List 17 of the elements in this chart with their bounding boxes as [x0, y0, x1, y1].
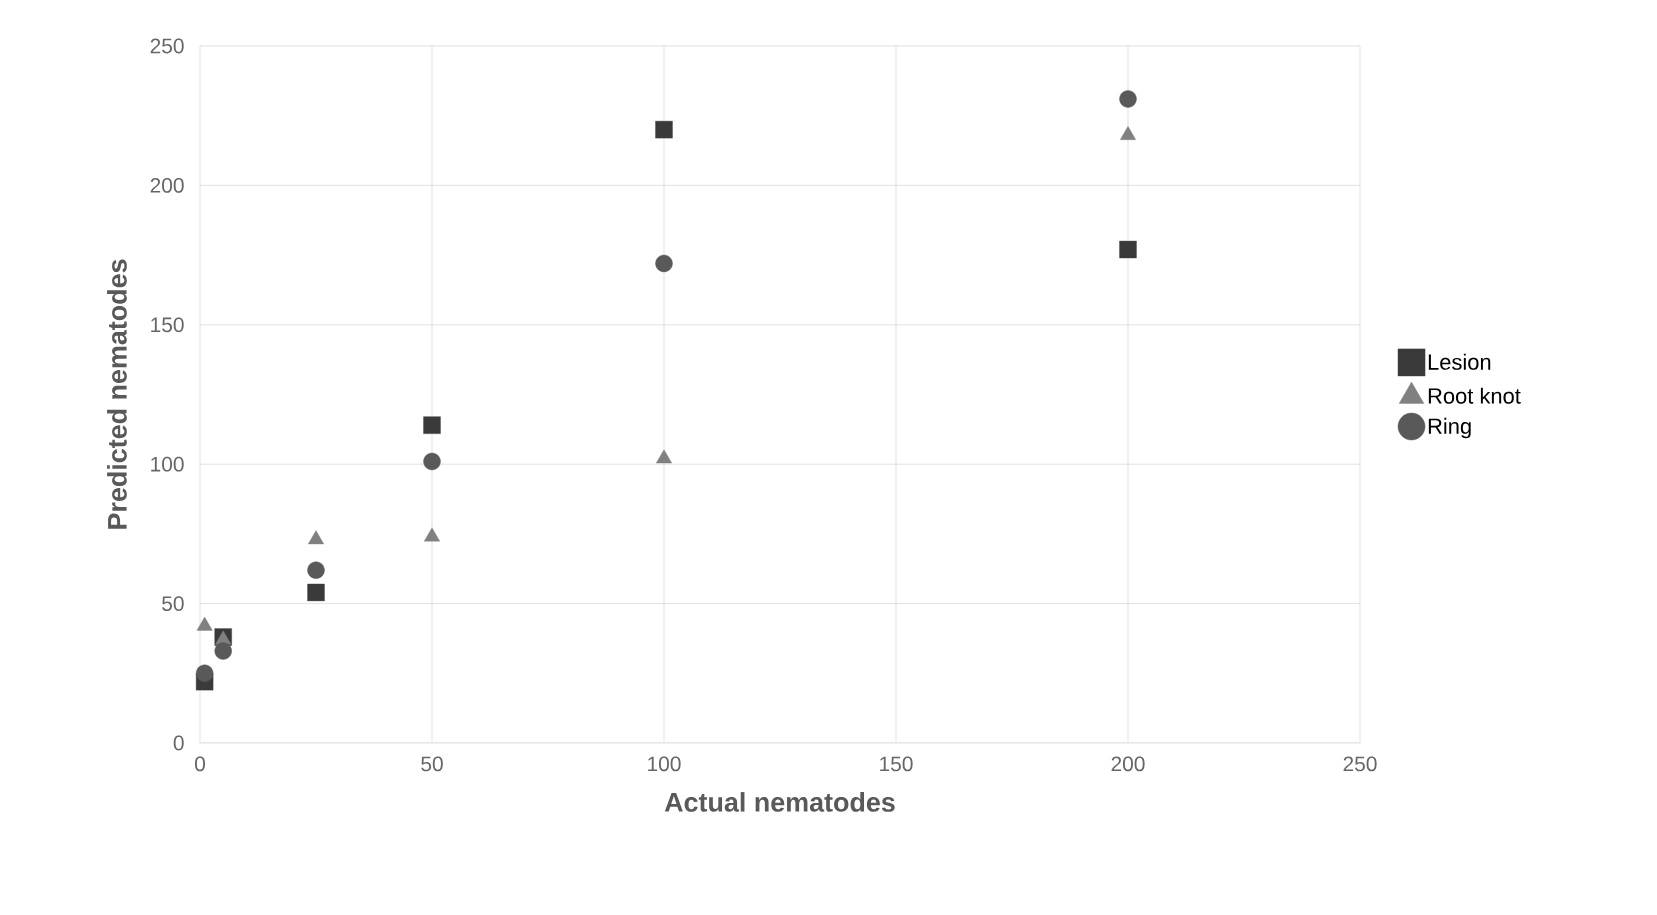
y-tick-label: 250	[150, 38, 184, 54]
legend-label: Ring	[1428, 417, 1471, 439]
x-tick-label: 100	[648, 756, 681, 772]
x-tick-label: 0	[195, 756, 205, 772]
y-tick-label: 100	[151, 456, 184, 472]
x-tick-label: 150	[880, 756, 913, 772]
legend-label: Root knot	[1428, 387, 1521, 404]
y-axis-title: Predicted nematodes	[107, 259, 127, 529]
x-tick-label: 50	[421, 756, 443, 772]
x-axis-title: Actual nematodes	[664, 792, 895, 812]
x-tick-label: 250	[1343, 756, 1377, 772]
legend-label: Lesion	[1428, 353, 1491, 370]
y-tick-label: 200	[150, 177, 184, 193]
y-tick-label: 0	[173, 735, 184, 751]
y-tick-label: 50	[162, 596, 184, 611]
x-tick-label: 200	[1111, 756, 1145, 772]
y-tick-label: 150	[151, 317, 184, 333]
